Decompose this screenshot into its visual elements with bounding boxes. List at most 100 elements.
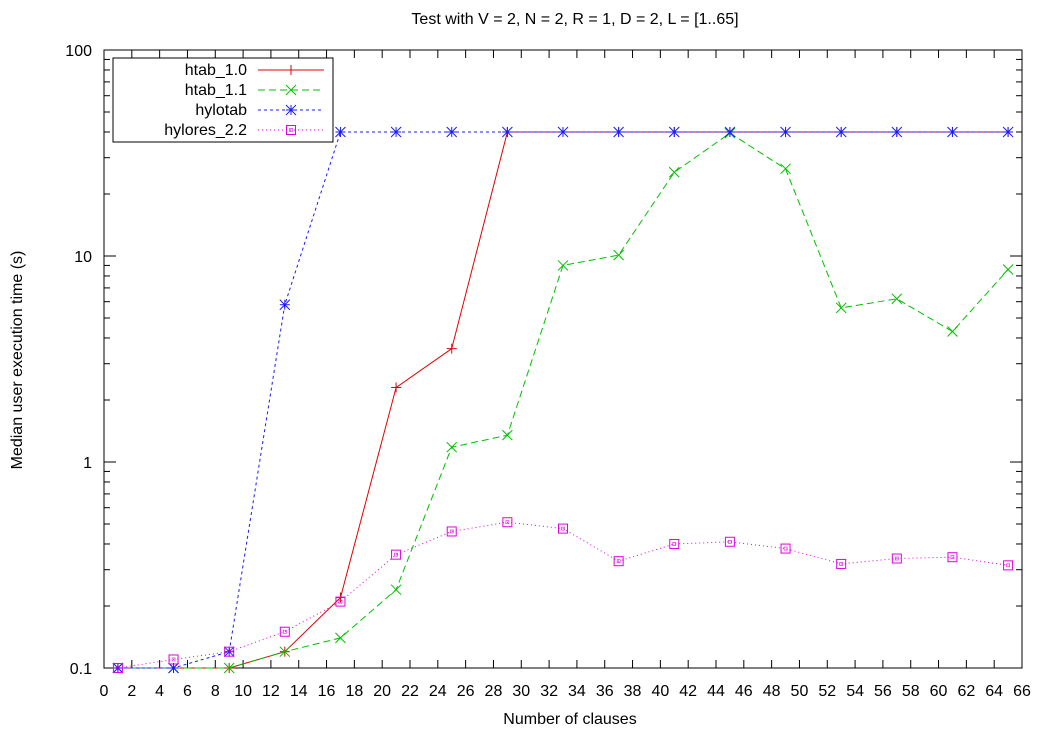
x-tick-label: 54 — [846, 683, 864, 700]
x-tick-label: 34 — [568, 683, 586, 700]
x-tick-label: 36 — [596, 683, 614, 700]
data-point-marker — [613, 249, 624, 261]
x-tick-label: 66 — [1013, 683, 1031, 700]
x-tick-label: 26 — [457, 683, 475, 700]
data-point-marker — [1002, 264, 1014, 275]
data-point-marker — [668, 126, 680, 138]
x-tick-label: 52 — [818, 683, 836, 700]
x-tick-label: 20 — [373, 683, 391, 700]
data-point-marker — [285, 104, 297, 116]
data-point-marker — [335, 596, 346, 607]
x-tick-label: 16 — [318, 683, 336, 700]
data-point-marker — [558, 523, 568, 534]
data-point-marker — [780, 163, 791, 175]
data-point-marker — [835, 126, 847, 138]
series-hylores_2.2 — [112, 517, 1014, 673]
data-point-marker — [613, 556, 624, 567]
x-tick-label: 60 — [930, 683, 948, 700]
data-point-marker — [780, 543, 791, 554]
legend-box — [112, 57, 334, 143]
data-point-marker — [391, 549, 402, 560]
data-point-marker — [446, 526, 457, 537]
data-point-marker — [224, 646, 235, 657]
data-point-marker — [391, 382, 402, 393]
data-point-marker — [724, 536, 735, 547]
data-point-marker — [891, 553, 902, 564]
data-point-marker — [286, 65, 296, 75]
data-point-marker — [780, 126, 791, 138]
x-tick-label: 18 — [345, 683, 363, 700]
chart-title: Test with V = 2, N = 2, R = 1, D = 2, L … — [411, 11, 738, 28]
series-htab_1.1 — [112, 127, 1014, 674]
data-point-marker — [891, 293, 903, 305]
series-layer — [112, 126, 1014, 674]
x-tick-label: 6 — [183, 683, 192, 700]
data-point-marker — [724, 126, 736, 138]
x-tick-label: 38 — [624, 683, 642, 700]
data-point-marker — [502, 517, 513, 528]
data-point-marker — [279, 626, 290, 637]
data-point-marker — [1003, 560, 1014, 571]
data-point-marker — [669, 538, 680, 549]
data-point-marker — [613, 126, 624, 138]
y-tick-label: 0.1 — [70, 661, 92, 678]
data-point-marker — [947, 326, 958, 337]
axis-ticks: 0 2 4 6 8 10 12 14 16 18 20 22 24 26 28 30 32 34 36 38 40 42 4… — [65, 43, 1031, 700]
x-tick-label: 30 — [512, 683, 530, 700]
data-point-marker — [891, 126, 903, 138]
x-tick-label: 10 — [234, 683, 252, 700]
series-line — [117, 521, 1009, 669]
plot-frame — [103, 49, 1023, 669]
x-tick-label: 2 — [127, 683, 136, 700]
data-point-marker — [335, 126, 346, 138]
x-tick-label: 46 — [735, 683, 753, 700]
x-axis-label: Number of clauses — [503, 711, 636, 728]
legend-label: htab_1.1 — [185, 82, 247, 99]
data-point-marker — [286, 125, 296, 135]
y-tick-label: 1 — [83, 455, 92, 472]
x-tick-label: 62 — [957, 683, 975, 700]
data-point-marker — [390, 584, 402, 596]
data-point-marker — [502, 429, 513, 441]
data-point-marker — [836, 558, 847, 569]
data-point-marker — [446, 126, 458, 138]
y-tick-label: 10 — [74, 249, 92, 266]
data-point-marker — [168, 662, 179, 674]
data-point-marker — [335, 632, 346, 644]
x-tick-label: 64 — [985, 683, 1003, 700]
data-point-marker — [668, 166, 680, 178]
data-point-marker — [446, 343, 457, 354]
data-point-marker — [279, 646, 291, 658]
x-tick-label: 48 — [763, 683, 781, 700]
x-tick-label: 12 — [262, 683, 280, 700]
x-tick-label: 0 — [100, 683, 109, 700]
series-line — [117, 131, 1009, 669]
data-point-marker — [1002, 126, 1014, 138]
data-point-marker — [112, 663, 123, 673]
data-point-marker — [835, 302, 847, 314]
x-tick-label: 22 — [401, 683, 419, 700]
data-point-marker — [502, 126, 513, 138]
series-line — [117, 131, 1009, 669]
data-point-marker — [446, 441, 458, 453]
x-tick-label: 56 — [874, 683, 892, 700]
series-line — [117, 132, 1009, 669]
series-hylotab — [112, 126, 1014, 674]
data-point-marker — [168, 654, 179, 665]
data-point-marker — [947, 552, 958, 563]
y-tick-label: 100 — [65, 43, 92, 60]
x-tick-label: 28 — [485, 683, 503, 700]
data-point-marker — [390, 126, 402, 138]
data-point-marker — [223, 662, 235, 674]
x-tick-label: 32 — [540, 683, 558, 700]
x-tick-label: 4 — [155, 683, 164, 700]
x-tick-label: 40 — [651, 683, 669, 700]
data-point-marker — [557, 126, 569, 138]
x-tick-label: 24 — [429, 683, 447, 700]
x-tick-label: 44 — [707, 683, 725, 700]
data-point-marker — [557, 260, 569, 271]
legend-label: hylores_2.2 — [164, 122, 247, 139]
y-axis-label: Median user execution time (s) — [9, 251, 26, 470]
